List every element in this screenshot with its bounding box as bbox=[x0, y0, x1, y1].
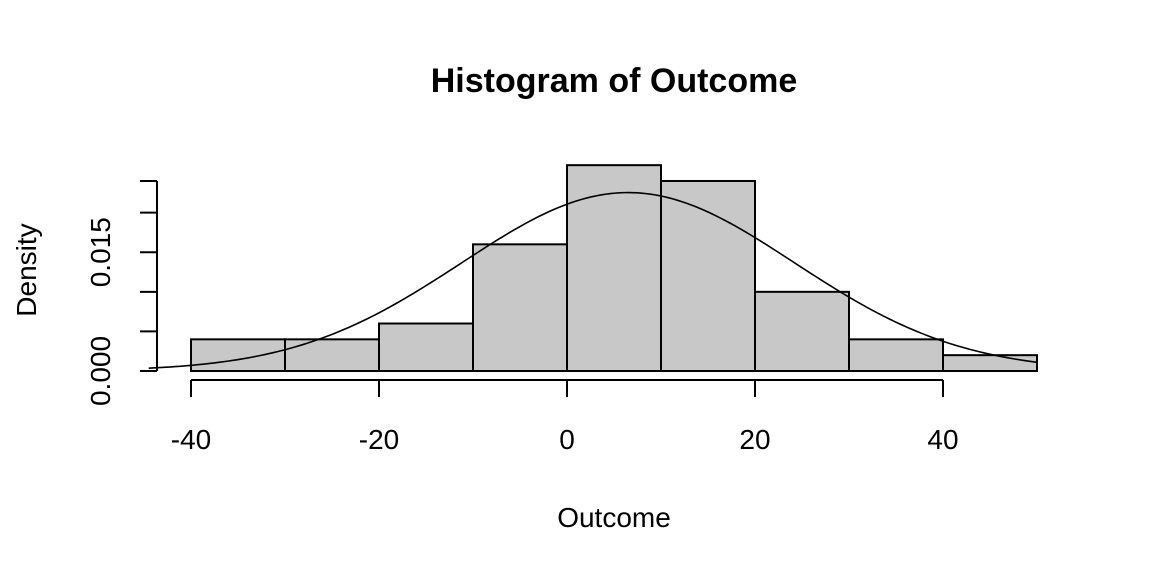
y-axis: 0.000 0.015 bbox=[85, 180, 158, 406]
density-curve-layer bbox=[148, 191, 1038, 369]
histogram-bar-5 bbox=[660, 180, 756, 372]
chart-title: Histogram of Outcome bbox=[431, 62, 797, 100]
x-tick-label-3: 20 bbox=[739, 424, 770, 455]
x-axis: -40 -20 0 20 40 bbox=[171, 379, 959, 455]
histogram-bar-7 bbox=[848, 338, 944, 373]
density-curve bbox=[148, 191, 1038, 369]
histogram-bar-6 bbox=[754, 290, 850, 373]
x-tick-label-0: -40 bbox=[171, 424, 211, 455]
histogram-bar-0 bbox=[190, 338, 286, 373]
x-tick-label-4: 40 bbox=[927, 424, 958, 455]
x-tick-label-1: -20 bbox=[359, 424, 399, 455]
histogram-bar-2 bbox=[378, 322, 474, 372]
y-tick-label-0: 0.000 bbox=[85, 336, 116, 406]
histogram-bar-4 bbox=[566, 164, 662, 372]
histogram-bar-1 bbox=[284, 338, 380, 373]
x-tick-label-2: 0 bbox=[559, 424, 575, 455]
y-tick-label-3: 0.015 bbox=[85, 217, 116, 287]
y-axis-title: Density bbox=[11, 223, 42, 316]
x-axis-title: Outcome bbox=[557, 502, 671, 533]
histogram-bar-3 bbox=[472, 243, 568, 372]
histogram-bar-8 bbox=[942, 354, 1038, 372]
